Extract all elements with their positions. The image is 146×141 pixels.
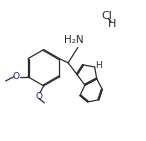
Text: O: O	[35, 92, 42, 101]
Text: H: H	[108, 19, 116, 29]
Text: Cl: Cl	[101, 11, 112, 21]
Text: H₂N: H₂N	[64, 36, 84, 46]
Text: H: H	[95, 61, 102, 70]
Text: O: O	[13, 72, 20, 81]
